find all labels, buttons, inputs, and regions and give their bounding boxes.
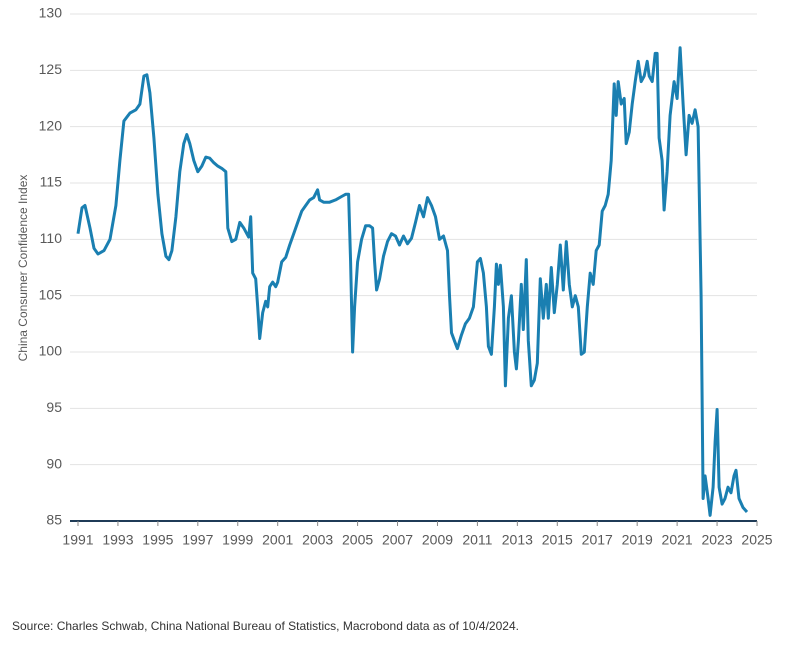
x-tick-label: 2009 [422,532,453,548]
x-tick-label: 2003 [302,532,333,548]
x-tick-label: 2013 [502,532,533,548]
x-tick-label: 2017 [582,532,613,548]
y-tick-label: 90 [46,455,62,471]
y-tick-label: 120 [39,117,63,133]
y-tick-label: 110 [40,230,63,246]
y-tick-label: 95 [46,399,62,415]
source-note: Source: Charles Schwab, China National B… [12,619,519,633]
x-tick-label: 2005 [342,532,373,548]
x-tick-label: 2001 [262,532,293,548]
y-tick-label: 130 [39,5,63,21]
y-tick-label: 105 [39,286,63,302]
x-tick-label: 2019 [622,532,653,548]
x-tick-label: 2011 [462,532,492,548]
y-tick-label: 85 [46,512,62,528]
x-tick-label: 2025 [741,532,772,548]
x-tick-label: 1991 [62,532,93,548]
x-tick-label: 1995 [142,532,173,548]
x-tick-label: 2007 [382,532,413,548]
y-axis-title: China Consumer Confidence Index [16,175,30,362]
data-line [76,46,749,517]
x-tick-label: 1999 [222,532,253,548]
x-tick-label: 1997 [182,532,213,548]
x-tick-label: 2015 [542,532,573,548]
x-tick-label: 1993 [102,532,133,548]
y-tick-label: 125 [39,61,63,77]
x-tick-label: 2023 [701,532,732,548]
y-tick-label: 100 [39,343,63,359]
y-tick-label: 115 [40,174,63,190]
x-tick-label: 2021 [662,532,693,548]
